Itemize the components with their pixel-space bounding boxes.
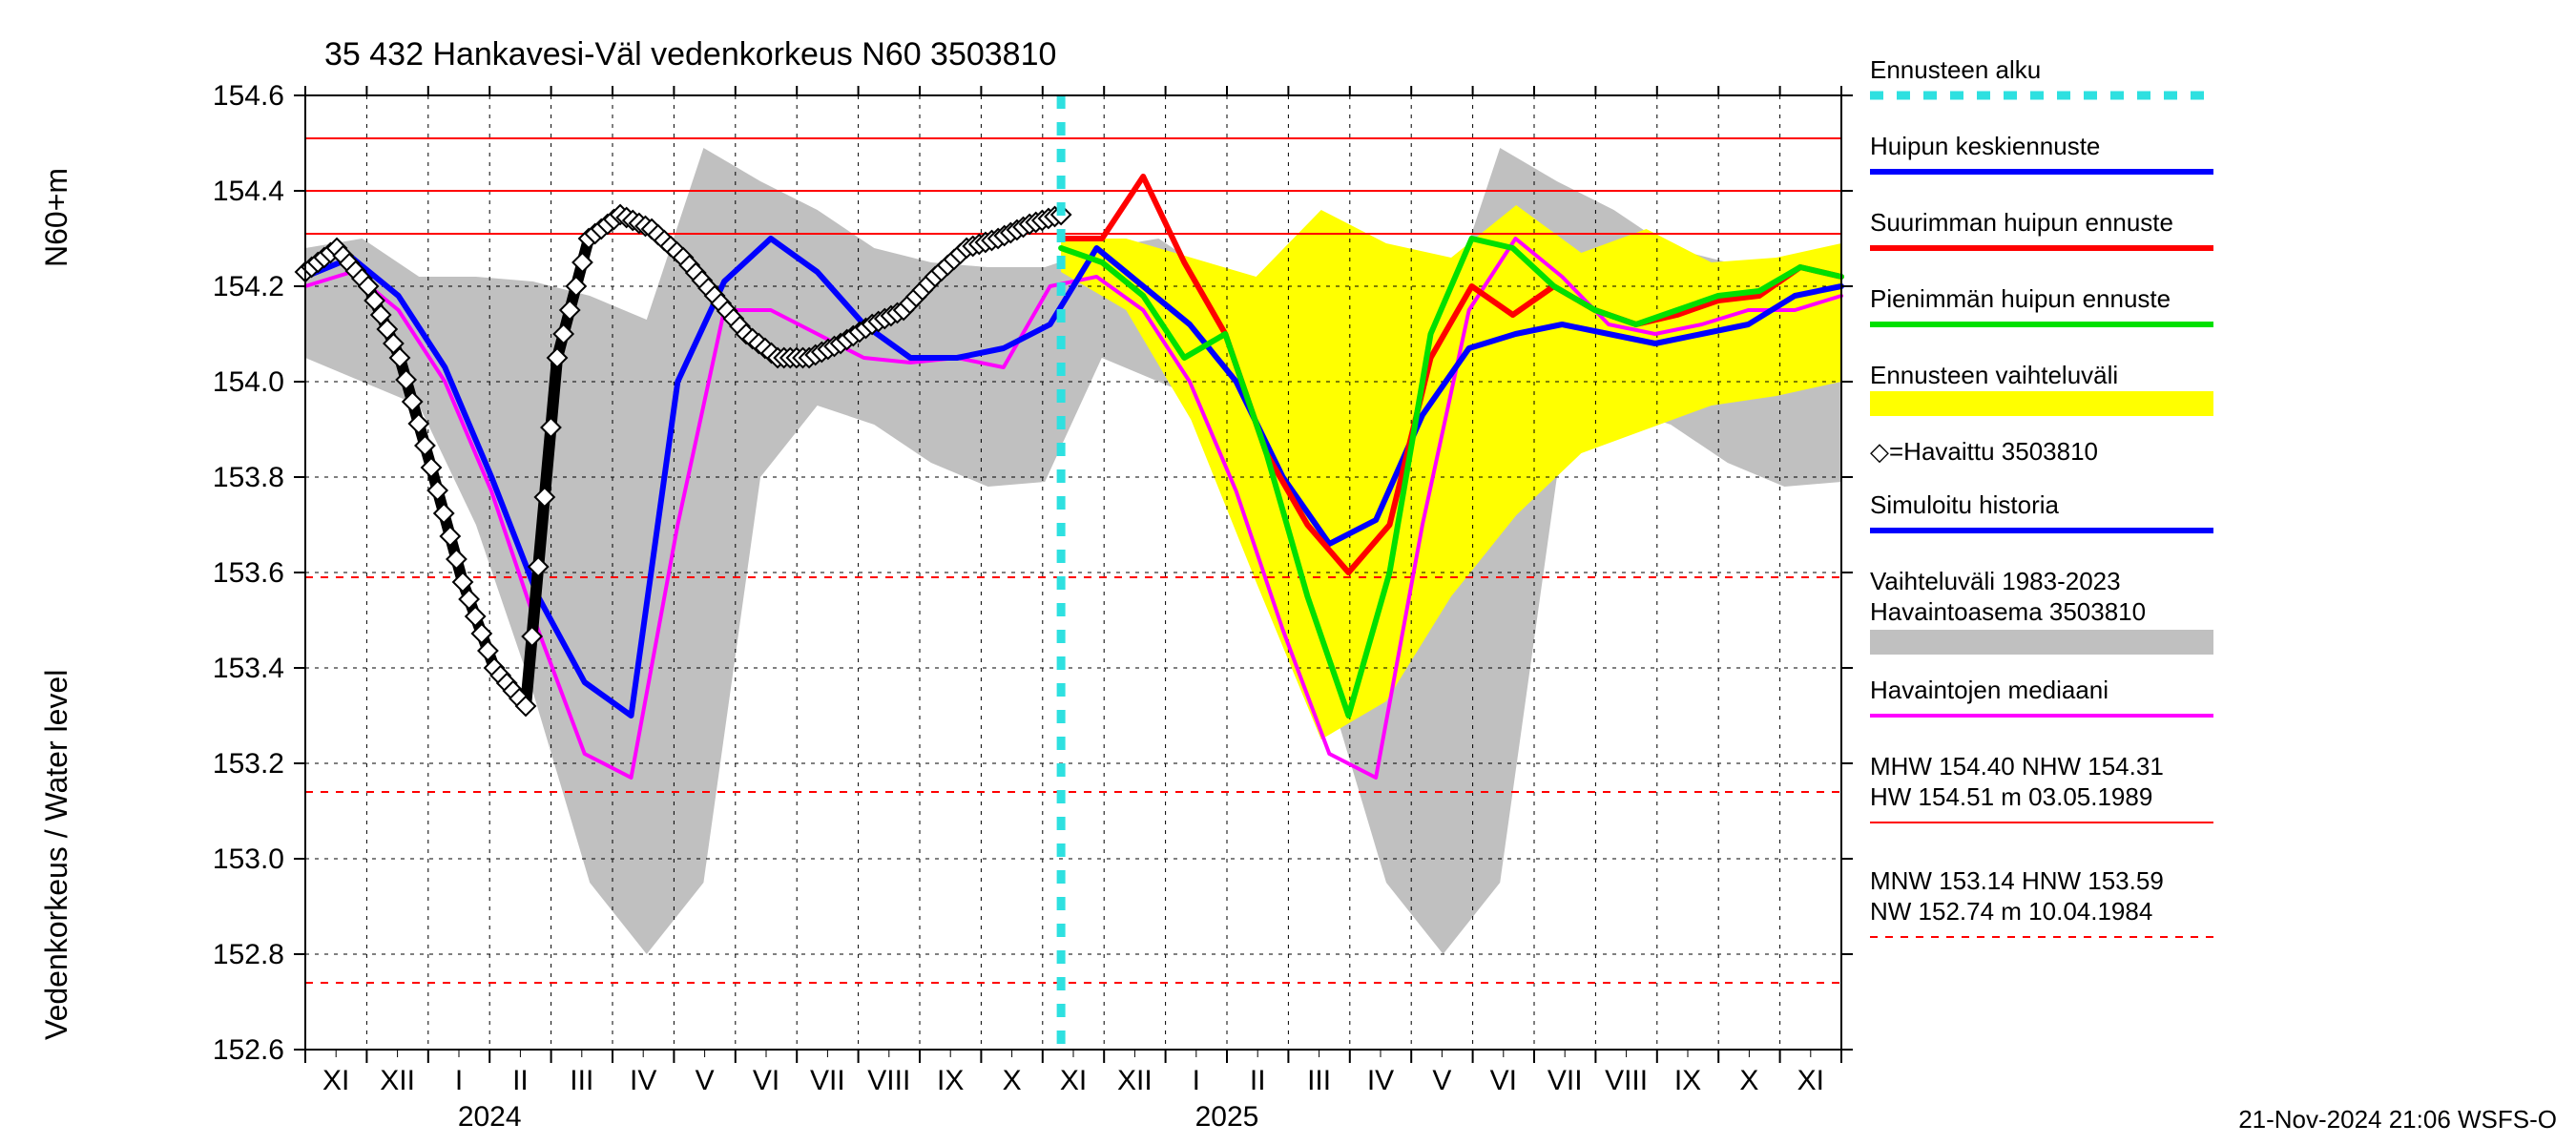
legend-label: Huipun keskiennuste [1870,132,2100,160]
legend-label: Havaintojen mediaani [1870,676,2109,704]
legend-label: Suurimman huipun ennuste [1870,208,2173,237]
legend-label: Ennusteen vaihteluväli [1870,361,2118,389]
x-tick-label: I [1193,1065,1200,1096]
year-label: 2025 [1195,1101,1259,1133]
x-tick-label: I [455,1065,463,1096]
legend-item: ◇=Havaittu 3503810 [1870,437,2098,466]
y-tick-label: 153.0 [213,843,284,875]
legend-label: MHW 154.40 NHW 154.31 [1870,752,2164,781]
chart-title: 35 432 Hankavesi-Väl vedenkorkeus N60 35… [324,36,1056,73]
legend-label2: HW 154.51 m 03.05.1989 [1870,782,2152,811]
x-tick-label: II [512,1065,529,1096]
legend-label: Ennusteen alku [1870,55,2041,84]
x-tick-label: XII [1117,1065,1153,1096]
y-tick-label: 152.8 [213,939,284,970]
legend-label: Vaihteluväli 1983-2023 [1870,567,2121,595]
x-tick-label: III [1307,1065,1331,1096]
x-tick-label: IV [1367,1065,1394,1096]
legend-label: Pienimmän huipun ennuste [1870,284,2171,313]
y-tick-label: 153.4 [213,653,284,684]
y-tick-label: 153.8 [213,462,284,493]
x-tick-label: V [1432,1065,1451,1096]
y-tick-label: 154.6 [213,80,284,112]
legend-label: ◇=Havaittu 3503810 [1870,437,2098,466]
y-tick-label: 154.0 [213,366,284,398]
x-tick-label: XI [1797,1065,1824,1096]
x-tick-label: IV [630,1065,656,1096]
x-tick-label: II [1250,1065,1266,1096]
legend-label2: NW 152.74 m 10.04.1984 [1870,897,2152,926]
x-tick-label: X [1739,1065,1758,1096]
x-tick-label: V [696,1065,715,1096]
x-tick-label: VII [1548,1065,1583,1096]
x-tick-label: VIII [867,1065,910,1096]
x-tick-label: X [1003,1065,1022,1096]
y-axis-label: Vedenkorkeus / Water level [39,670,73,1040]
y-tick-label: 153.6 [213,557,284,589]
x-tick-label: XII [380,1065,415,1096]
y-tick-label: 154.2 [213,271,284,302]
x-tick-label: VII [810,1065,845,1096]
legend-label: MNW 153.14 HNW 153.59 [1870,866,2164,895]
x-tick-label: IX [937,1065,964,1096]
year-label: 2024 [458,1101,522,1133]
footer-timestamp: 21-Nov-2024 21:06 WSFS-O [2238,1105,2557,1134]
x-tick-label: VIII [1605,1065,1648,1096]
x-tick-label: IX [1674,1065,1701,1096]
x-tick-label: VI [753,1065,779,1096]
x-tick-label: XI [1060,1065,1087,1096]
legend-label2: Havaintoasema 3503810 [1870,597,2146,626]
legend-label: Simuloitu historia [1870,490,2060,519]
y-tick-label: 153.2 [213,748,284,780]
chart-svg: 152.6 152.8 153.0 153.2 153.4 153.6 153.8 154.0… [0,0,2576,1145]
x-tick-label: XI [322,1065,349,1096]
y-axis-label2: N60+m [39,168,73,267]
y-tick-label: 152.6 [213,1034,284,1066]
y-tick-label: 154.4 [213,176,284,207]
chart-root: 152.6 152.8 153.0 153.2 153.4 153.6 153.8 154.0… [0,0,2576,1145]
x-tick-label: VI [1490,1065,1517,1096]
x-tick-label: III [570,1065,593,1096]
